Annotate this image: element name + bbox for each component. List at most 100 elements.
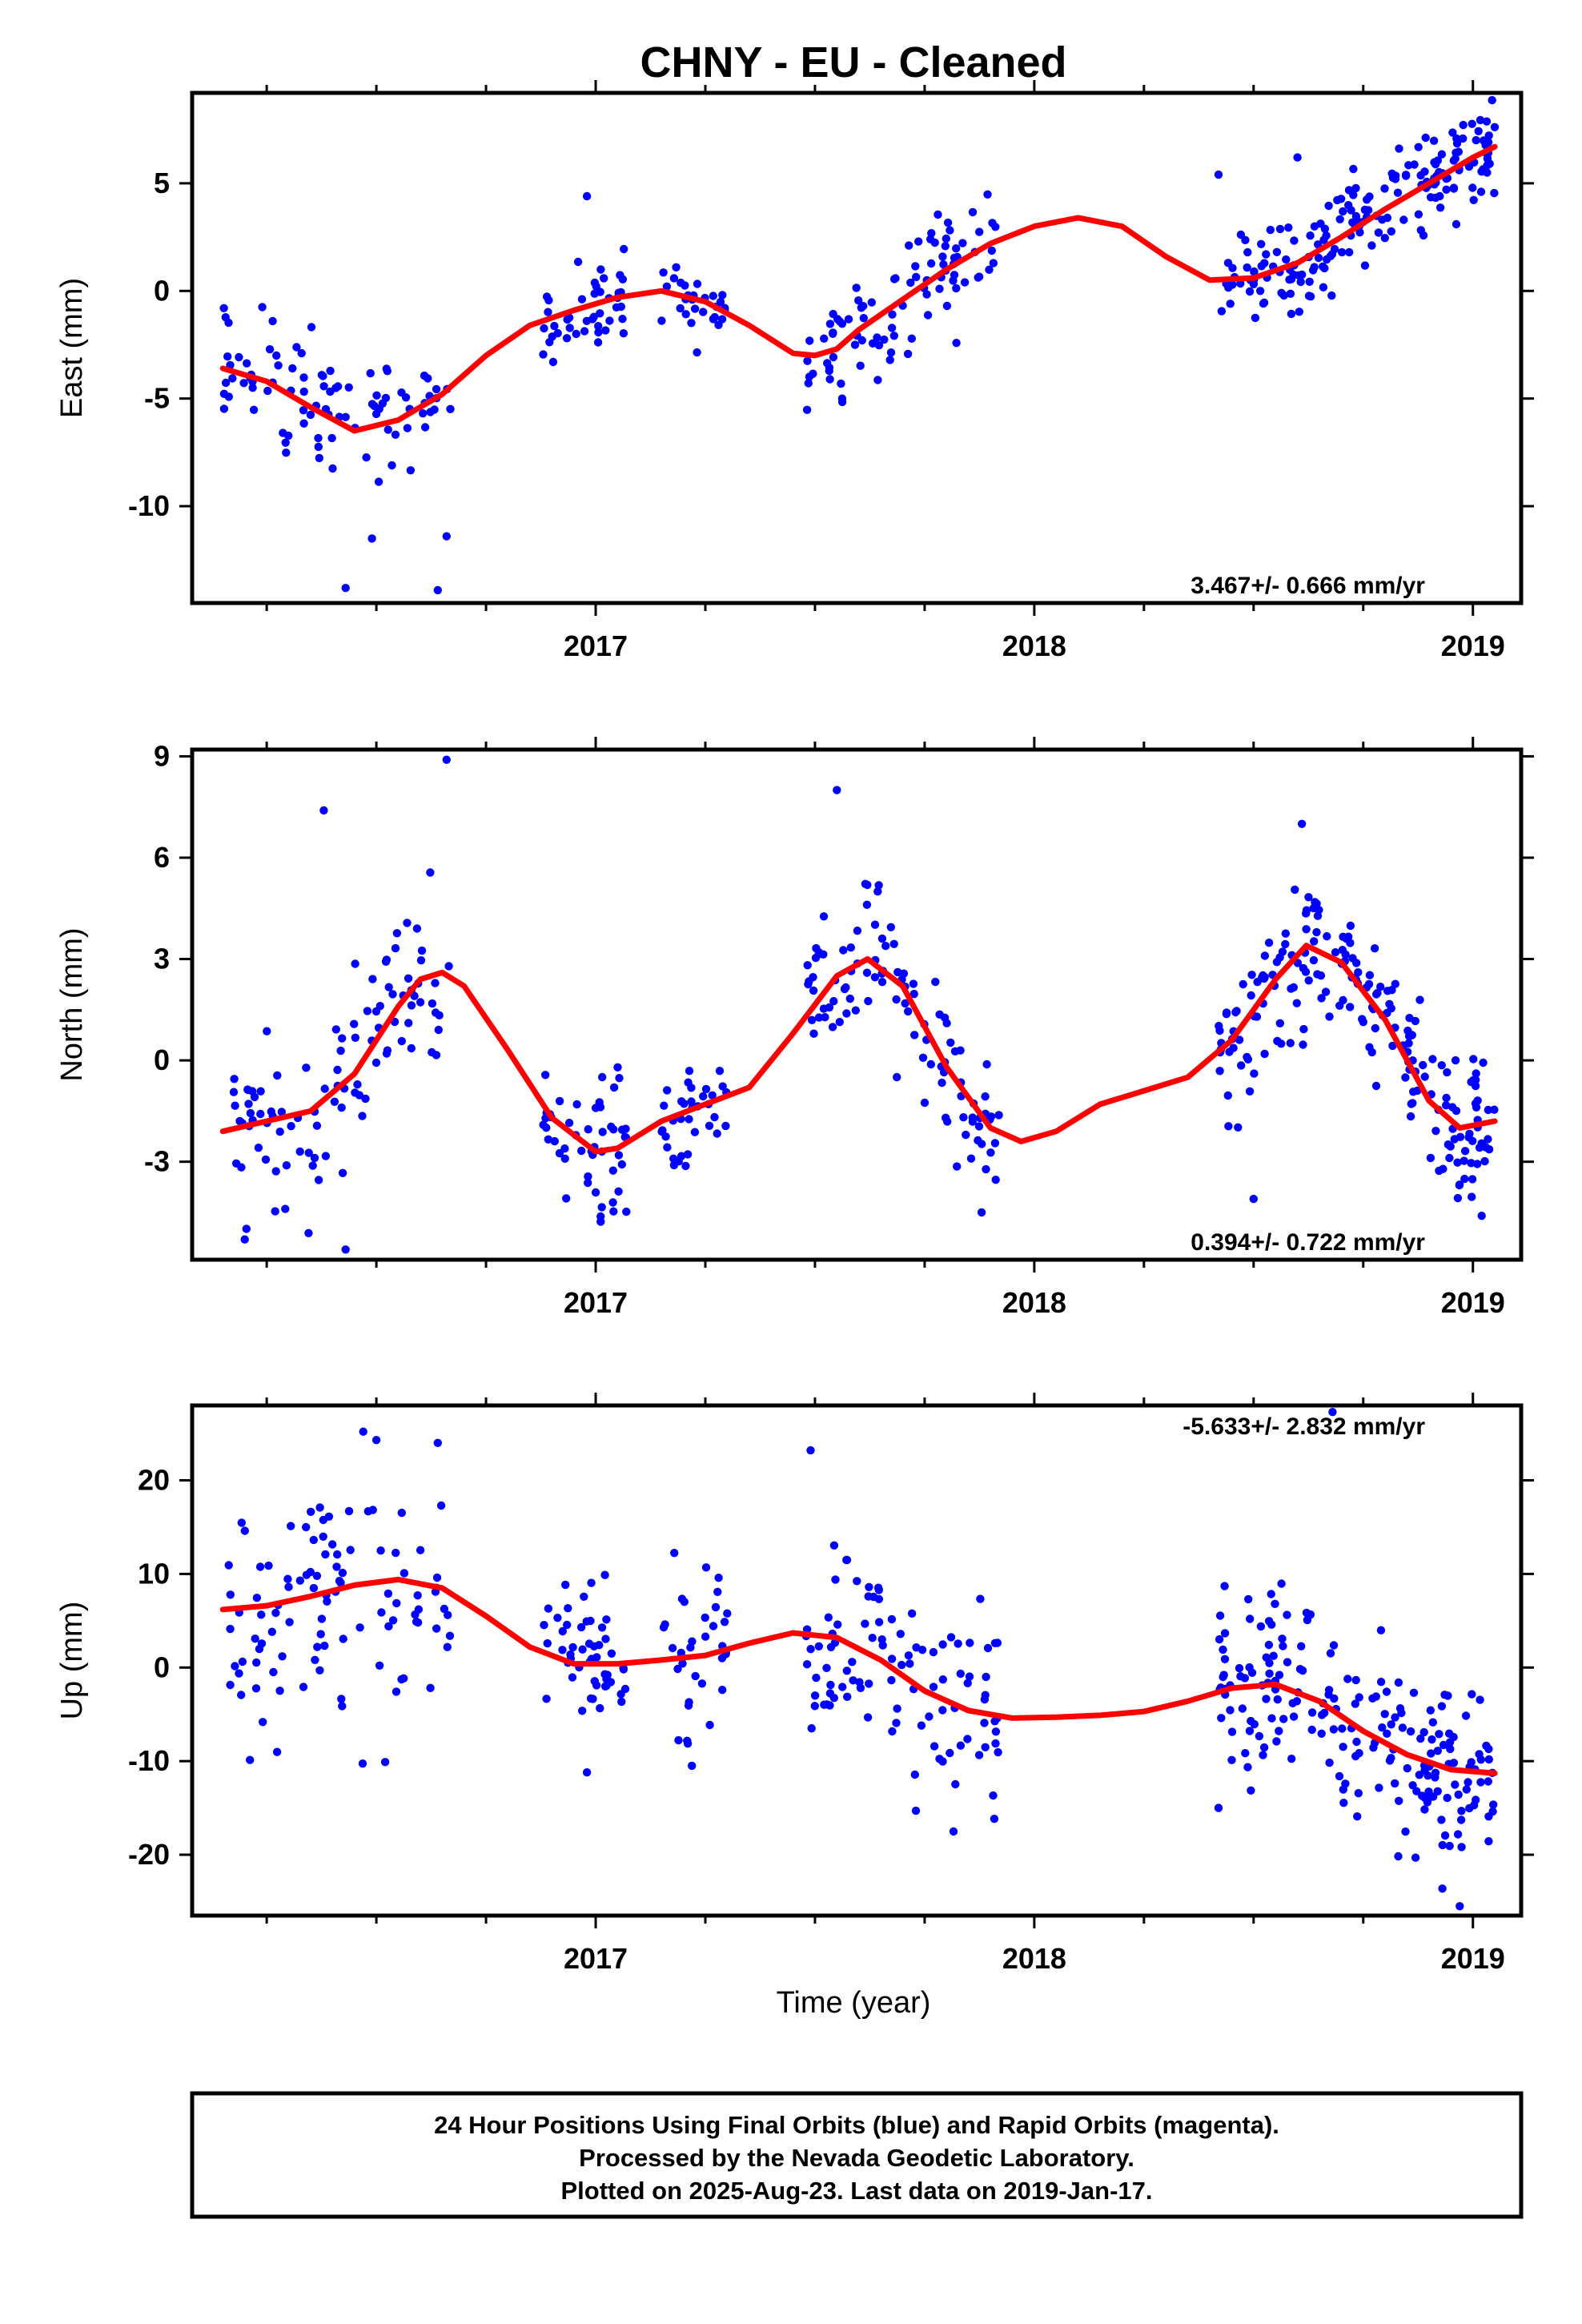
- east-data-point: [281, 438, 290, 447]
- north-data-point: [1391, 979, 1400, 988]
- up-data-point: [806, 1445, 815, 1455]
- east-data-point: [582, 191, 592, 201]
- up-data-point: [929, 1683, 938, 1691]
- up-data-point: [963, 1679, 972, 1687]
- up-data-point: [956, 1669, 966, 1679]
- up-data-point: [1462, 1785, 1472, 1794]
- up-data-point: [592, 1681, 601, 1690]
- east-data-point: [1459, 120, 1468, 130]
- east-data-point: [709, 292, 717, 300]
- up-data-point: [1288, 1699, 1297, 1707]
- north-data-point: [1222, 1008, 1231, 1017]
- east-data-point: [1287, 309, 1296, 319]
- east-data-point: [401, 393, 411, 402]
- up-data-point: [1297, 1642, 1306, 1651]
- up-data-point: [1394, 1852, 1403, 1861]
- up-data-point: [1476, 1755, 1486, 1764]
- north-data-point: [959, 1113, 968, 1122]
- east-data-point: [985, 265, 994, 274]
- up-data-point: [600, 1570, 609, 1579]
- east-data-point: [1282, 255, 1291, 264]
- up-data-point: [376, 1546, 385, 1555]
- up-data-point: [371, 1436, 381, 1445]
- up-data-point: [994, 1747, 1002, 1757]
- north-data-point: [870, 973, 880, 982]
- up-data-point: [1220, 1629, 1230, 1638]
- up-y-axis-label: Up (mm): [55, 1602, 89, 1720]
- up-data-point: [701, 1563, 711, 1572]
- north-data-point: [1299, 1040, 1307, 1049]
- up-data-point: [375, 1661, 384, 1670]
- north-data-point: [614, 1187, 623, 1196]
- north-data-point: [321, 1152, 331, 1160]
- north-data-point: [338, 1034, 347, 1043]
- east-data-point: [693, 348, 701, 357]
- east-data-point: [219, 404, 229, 413]
- east-data-point: [572, 329, 580, 339]
- north-data-point: [1247, 991, 1255, 1000]
- north-data-point: [1323, 932, 1331, 941]
- north-data-point: [416, 956, 426, 965]
- east-data-point: [306, 410, 315, 420]
- up-data-point: [951, 1779, 960, 1789]
- up-data-point: [388, 1616, 398, 1625]
- up-data-point: [1326, 1649, 1335, 1658]
- up-data-point: [339, 1634, 347, 1643]
- north-data-point: [1419, 1060, 1427, 1070]
- up-data-point: [1269, 1651, 1278, 1660]
- north-data-point: [845, 994, 855, 1003]
- east-data-point: [803, 356, 812, 365]
- up-data-point: [887, 1655, 897, 1663]
- up-data-point: [444, 1610, 452, 1619]
- east-data-point: [873, 376, 882, 384]
- east-data-point: [446, 404, 455, 413]
- east-data-point: [319, 372, 327, 380]
- up-data-point: [1351, 1675, 1360, 1685]
- up-data-point: [620, 1684, 630, 1694]
- north-data-point: [901, 999, 909, 1008]
- north-data-point: [701, 1084, 711, 1094]
- up-data-point: [683, 1736, 692, 1745]
- east-data-point: [1304, 292, 1314, 300]
- up-data-point: [1283, 1610, 1291, 1619]
- north-data-point: [331, 1025, 340, 1034]
- up-data-point: [1383, 1729, 1391, 1738]
- up-data-point: [981, 1743, 990, 1751]
- east-data-point: [248, 384, 257, 392]
- up-data-point: [1369, 1743, 1378, 1752]
- up-data-point: [1420, 1805, 1429, 1814]
- north-data-point: [597, 1203, 606, 1212]
- east-data-point: [1306, 231, 1315, 240]
- east-data-point: [942, 301, 952, 311]
- north-data-points: [229, 755, 1499, 1254]
- north-data-point: [1315, 906, 1323, 915]
- east-data-point: [1319, 283, 1328, 292]
- north-data-point: [864, 996, 873, 1006]
- north-data-point: [661, 1132, 670, 1141]
- north-data-point: [1338, 946, 1347, 955]
- east-data-point: [372, 391, 381, 400]
- north-data-point: [1281, 929, 1291, 938]
- up-data-point: [1277, 1579, 1286, 1588]
- up-data-point: [677, 1594, 687, 1603]
- up-data-point: [397, 1675, 406, 1684]
- north-data-point: [562, 1194, 571, 1203]
- north-data-point: [1247, 971, 1256, 979]
- north-data-point: [990, 1139, 1000, 1148]
- north-data-point: [1301, 967, 1311, 976]
- east-data-point: [926, 259, 936, 268]
- up-y-tick-label: 10: [138, 1557, 170, 1590]
- east-data-point: [274, 361, 283, 370]
- up-data-point: [1446, 1744, 1455, 1754]
- north-data-point: [1467, 1159, 1476, 1168]
- east-data-point: [885, 356, 894, 364]
- up-data-point: [332, 1562, 341, 1571]
- up-data-point: [264, 1561, 273, 1570]
- north-data-point: [909, 979, 918, 988]
- east-data-point: [1251, 313, 1260, 323]
- up-data-point: [1376, 1626, 1386, 1634]
- up-data-point: [1219, 1671, 1228, 1679]
- up-data-point: [1245, 1727, 1255, 1735]
- east-data-point: [370, 401, 379, 411]
- north-data-point: [555, 1096, 564, 1106]
